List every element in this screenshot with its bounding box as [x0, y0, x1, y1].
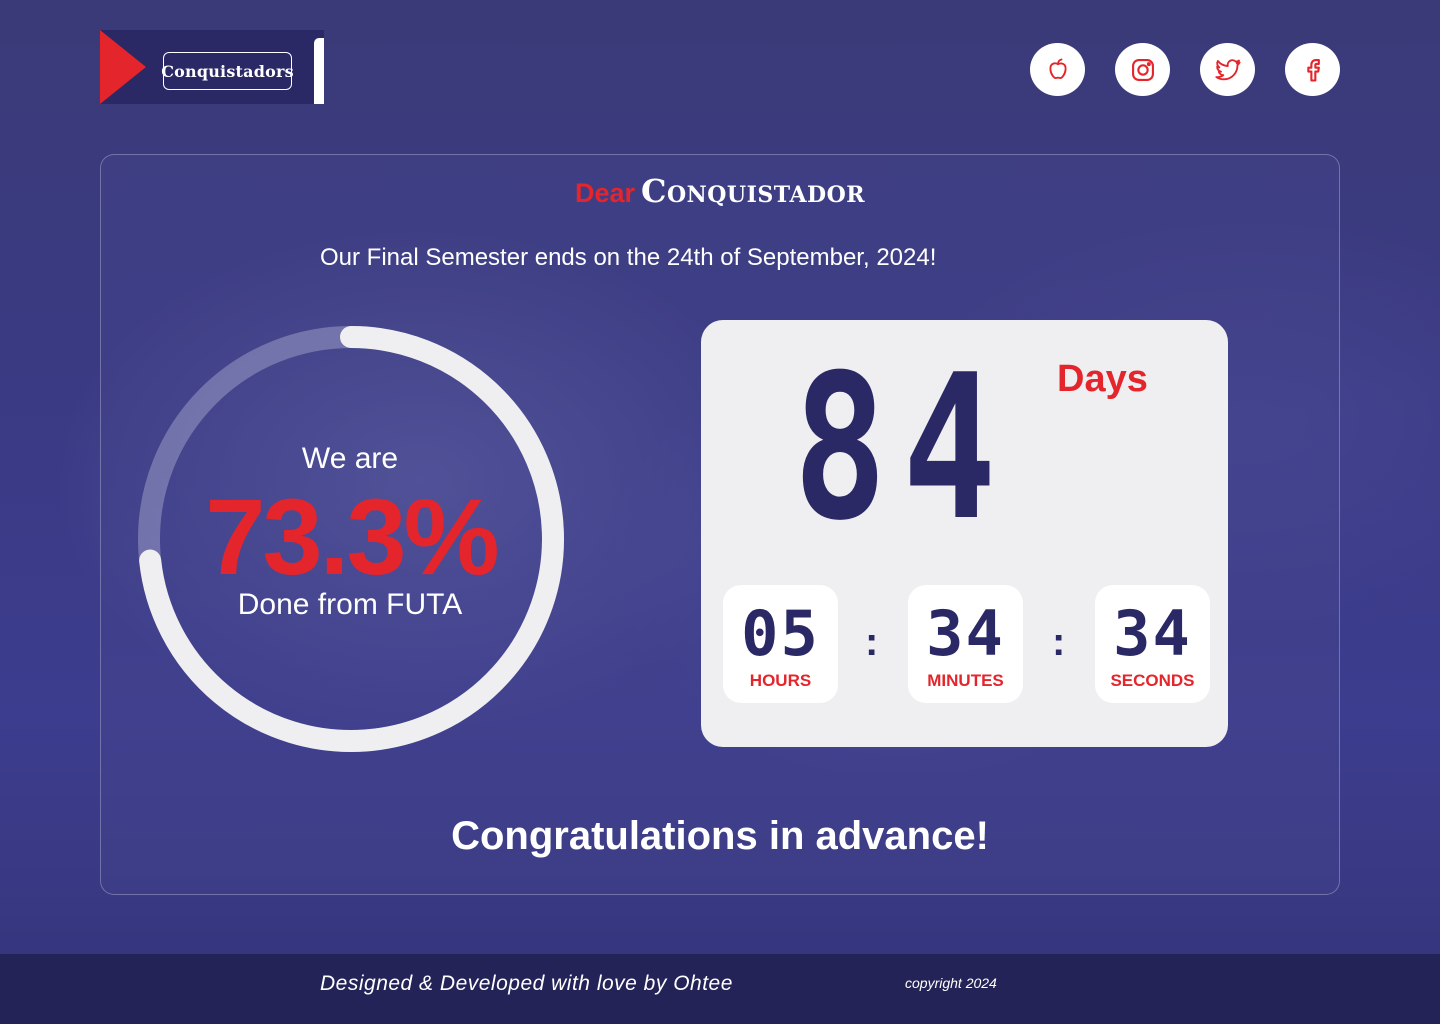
progress-percent: 73.3%	[205, 476, 499, 597]
minutes-count: 34	[926, 597, 1005, 670]
seconds-box: 34 SECONDS	[1095, 585, 1210, 703]
minutes-label: MINUTES	[927, 671, 1004, 690]
semester-end-text: Our Final Semester ends on the 24th of S…	[320, 244, 937, 271]
greeting-dear: Dear	[574, 178, 635, 208]
countdown-panel: 84 Days 05 HOURS : 34 MINUTES : 34 SECON…	[701, 320, 1228, 747]
apple-link[interactable]	[1030, 43, 1085, 96]
social-links	[1030, 43, 1340, 96]
logo-bar	[314, 38, 324, 104]
progress-text: We are 73.3% Done from FUTA	[136, 324, 566, 754]
instagram-icon	[1131, 58, 1154, 81]
footer: Designed & Developed with love by Ohtee …	[0, 954, 1440, 1024]
twitter-icon	[1214, 58, 1241, 80]
seconds-count: 34	[1113, 597, 1192, 670]
logo-badge: Conquistadors	[161, 52, 294, 90]
footer-copyright: copyright 2024	[905, 975, 997, 991]
progress-prefix: We are	[301, 442, 399, 475]
separator: :	[1052, 620, 1066, 664]
minutes-box: 34 MINUTES	[908, 585, 1023, 703]
facebook-icon	[1306, 58, 1320, 82]
brand-logo[interactable]: Conquistadors	[100, 30, 324, 104]
seconds-label: SECONDS	[1110, 671, 1195, 690]
separator: :	[865, 620, 879, 664]
instagram-link[interactable]	[1115, 43, 1170, 96]
hours-count: 05	[741, 597, 820, 670]
days-label: Days	[1057, 358, 1148, 400]
hours-label: HOURS	[749, 671, 812, 690]
facebook-link[interactable]	[1285, 43, 1340, 96]
footer-credit: Designed & Developed with love by Ohtee	[320, 972, 733, 995]
apple-icon	[1048, 58, 1067, 79]
days-count: 84	[793, 332, 1013, 565]
greeting-name: Conquistador	[641, 172, 866, 210]
logo-triangle	[100, 30, 146, 104]
progress-ring	[138, 326, 564, 752]
congratulations-message: Congratulations in advance!	[451, 814, 989, 858]
progress-ring-fill	[139, 326, 564, 752]
progress-suffix: Done from FUTA	[237, 588, 463, 621]
twitter-link[interactable]	[1200, 43, 1255, 96]
greeting: Dear Conquistador	[0, 172, 1440, 210]
hours-box: 05 HOURS	[723, 585, 838, 703]
